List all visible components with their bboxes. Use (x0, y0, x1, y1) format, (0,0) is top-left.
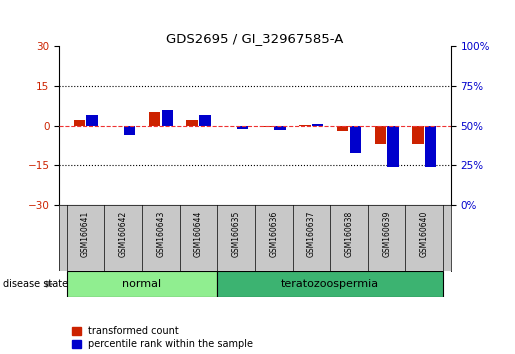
Text: GSM160638: GSM160638 (345, 211, 353, 257)
Text: GSM160635: GSM160635 (232, 211, 241, 257)
Bar (149, 113, 160, 126)
Text: normal: normal (123, 279, 162, 289)
Bar (350, 126, 361, 153)
Bar (199, 114, 211, 126)
Bar (67, 271, 217, 297)
Bar (274, 126, 286, 130)
Text: disease state: disease state (3, 279, 67, 289)
Text: GSM160643: GSM160643 (157, 211, 165, 257)
Bar (299, 125, 311, 126)
Text: GSM160636: GSM160636 (269, 211, 278, 257)
Legend: transformed count, percentile rank within the sample: transformed count, percentile rank withi… (72, 326, 253, 349)
Text: teratozoospermia: teratozoospermia (281, 279, 379, 289)
Bar (425, 126, 436, 167)
Text: GSM160637: GSM160637 (307, 211, 316, 257)
Bar (337, 126, 348, 131)
Bar (124, 126, 135, 135)
Bar (412, 126, 423, 144)
Bar (217, 271, 443, 297)
Bar (74, 120, 85, 126)
Text: GSM160644: GSM160644 (194, 211, 203, 257)
Bar (374, 126, 386, 144)
Text: GSM160641: GSM160641 (81, 211, 90, 257)
Bar (312, 124, 323, 126)
Bar (186, 120, 198, 126)
Bar (162, 110, 173, 126)
Text: GSM160639: GSM160639 (382, 211, 391, 257)
Bar (237, 126, 248, 129)
Text: GSM160642: GSM160642 (118, 211, 128, 257)
Bar (87, 114, 98, 126)
Bar (387, 126, 399, 167)
Title: GDS2695 / GI_32967585-A: GDS2695 / GI_32967585-A (166, 32, 344, 45)
Bar (262, 126, 273, 127)
Text: GSM160640: GSM160640 (420, 211, 429, 257)
